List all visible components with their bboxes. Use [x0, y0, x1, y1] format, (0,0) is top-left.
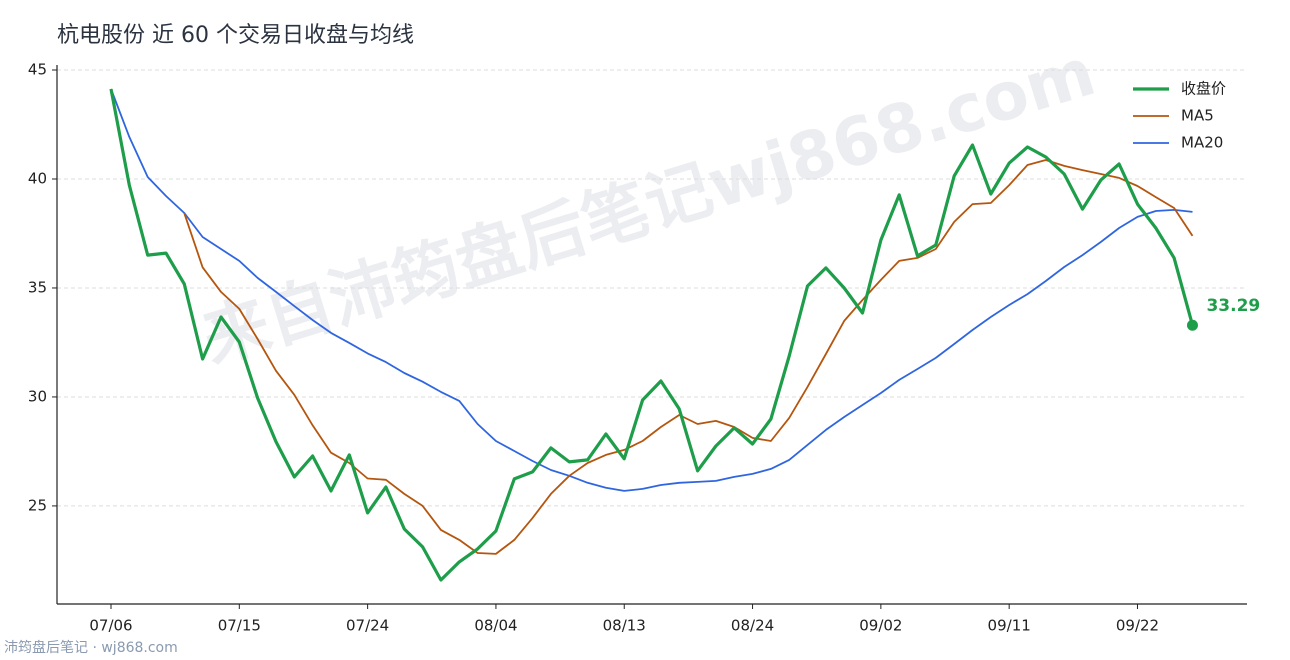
- watermark: 来自沛筠盘后笔记wj868.com: [194, 33, 1104, 378]
- legend-label: 收盘价: [1181, 80, 1226, 98]
- x-tick-label: 07/24: [346, 617, 389, 635]
- x-tick-label: 08/04: [474, 617, 517, 635]
- last-point: [1186, 319, 1198, 331]
- chart-title: 杭电股份 近 60 个交易日收盘与均线: [57, 23, 414, 48]
- y-tick-label: 25: [28, 496, 47, 514]
- x-tick-label: 07/06: [89, 617, 132, 635]
- y-tick-label: 35: [28, 278, 47, 296]
- x-tick-label: 09/02: [859, 617, 902, 635]
- y-tick-label: 40: [28, 169, 47, 187]
- legend-label: MA20: [1181, 134, 1223, 152]
- series-line: [110, 88, 1193, 492]
- x-tick-label: 08/24: [731, 617, 774, 635]
- x-tick-label: 09/22: [1116, 617, 1159, 635]
- footer: 沛筠盘后笔记 · wj868.com: [4, 639, 178, 656]
- x-tick-label: 09/11: [988, 617, 1031, 635]
- legend-label: MA5: [1181, 107, 1214, 125]
- y-tick-label: 30: [28, 387, 47, 405]
- x-tick-label: 07/15: [218, 617, 261, 635]
- y-tick-label: 45: [28, 61, 47, 79]
- last-value-label: 33.29: [1206, 296, 1260, 316]
- series-line: [109, 88, 1195, 582]
- x-tick-label: 08/13: [603, 617, 646, 635]
